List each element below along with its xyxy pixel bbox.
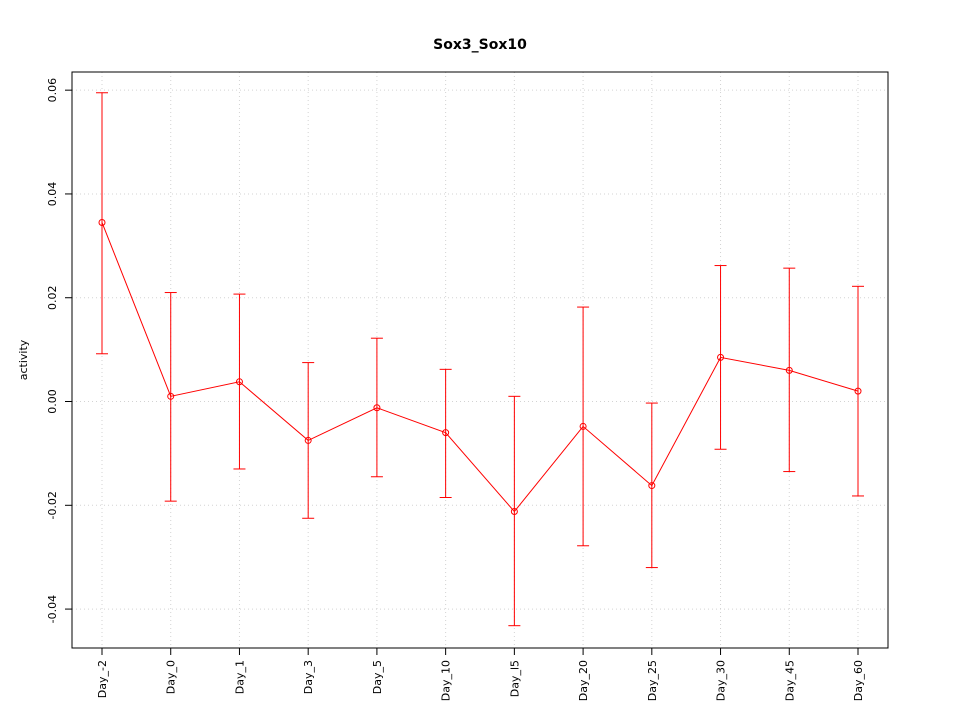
y-tick-label: 0.04 [46, 182, 59, 207]
x-tick-label: Day_-2 [96, 660, 109, 698]
x-tick-label: Day_10 [440, 660, 453, 701]
data-point [235, 378, 243, 386]
data-point [98, 218, 106, 226]
data-point [785, 366, 793, 374]
x-tick-label: Day_45 [783, 660, 796, 701]
chart-title: Sox3_Sox10 [433, 37, 527, 53]
x-tick-label: Day_20 [577, 660, 590, 701]
series-line [101, 222, 859, 513]
grid-lines [72, 72, 888, 648]
data-point [304, 436, 312, 444]
y-tick-label: 0.02 [46, 285, 59, 310]
x-tick-label: Day_25 [646, 660, 659, 701]
x-tick-label: Day_5 [371, 660, 384, 694]
x-tick-label: Day_0 [165, 660, 178, 694]
x-tick-label: Day_1 [233, 660, 246, 694]
data-point [442, 429, 450, 437]
y-tick-label: -0.02 [46, 491, 59, 519]
series-group [96, 92, 864, 627]
x-tick-label: Day_l5 [508, 660, 521, 697]
y-tick-label: 0.00 [46, 389, 59, 414]
plot-frame [71, 71, 889, 649]
data-point [717, 353, 725, 361]
data-point [510, 508, 518, 516]
x-axis: Day_-2 Day_0 Day_1 Day_3 Day_5 Day_10 Day_l5 Da… [96, 647, 865, 701]
data-point [648, 482, 656, 490]
y-axis: -0.04 -0.02 0.00 0.02 0.04 0.06 [46, 78, 73, 623]
y-axis-label: activity [17, 339, 30, 380]
data-point [167, 392, 175, 400]
data-point [854, 387, 862, 395]
y-tick-label: 0.06 [46, 78, 59, 103]
x-tick-label: Day_60 [852, 660, 865, 701]
x-tick-label: Day_3 [302, 660, 315, 694]
x-tick-label: Day_30 [715, 660, 728, 701]
data-point [579, 422, 587, 430]
data-point [373, 404, 381, 412]
y-tick-label: -0.04 [46, 595, 59, 623]
